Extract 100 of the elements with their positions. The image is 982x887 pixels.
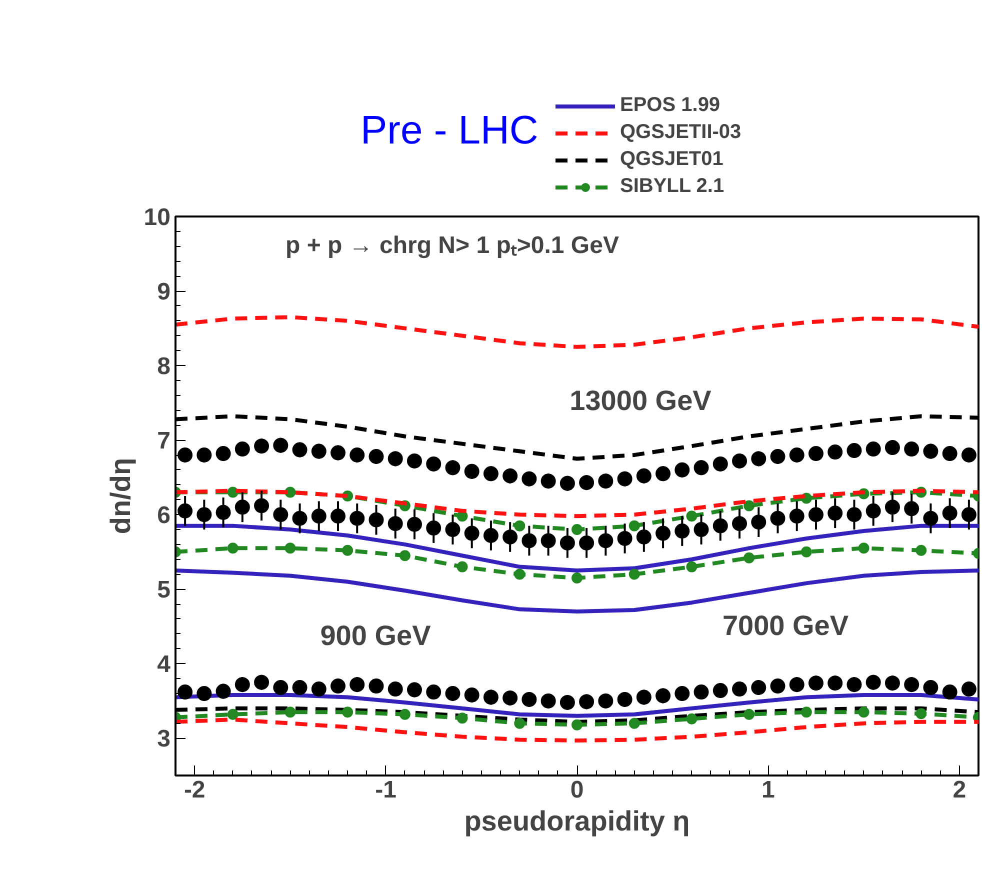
point bbox=[406, 682, 422, 698]
point bbox=[744, 708, 755, 720]
point bbox=[292, 680, 308, 696]
point bbox=[502, 468, 518, 484]
point bbox=[483, 466, 498, 482]
y-tick-label: 3 bbox=[157, 726, 171, 753]
point bbox=[598, 693, 614, 708]
point bbox=[858, 542, 870, 554]
point bbox=[464, 688, 480, 702]
y-axis-title: dn/dη bbox=[104, 458, 136, 534]
point bbox=[196, 686, 212, 701]
point bbox=[916, 544, 927, 556]
point bbox=[273, 438, 288, 453]
point bbox=[579, 535, 594, 550]
point bbox=[234, 500, 250, 515]
y-tick-label: 7 bbox=[157, 428, 171, 455]
point bbox=[560, 694, 575, 710]
point bbox=[884, 676, 900, 691]
point bbox=[350, 677, 365, 692]
point bbox=[961, 448, 976, 462]
point bbox=[572, 719, 582, 730]
point bbox=[196, 507, 212, 522]
point bbox=[628, 568, 640, 580]
point bbox=[445, 522, 460, 538]
point bbox=[540, 533, 556, 548]
point bbox=[904, 677, 920, 692]
point bbox=[178, 503, 193, 518]
point bbox=[292, 442, 308, 458]
line-series bbox=[176, 693, 978, 718]
point bbox=[445, 686, 460, 701]
chart-title: Pre - LHC bbox=[360, 108, 538, 152]
point bbox=[828, 676, 843, 691]
x-tick-label: -2 bbox=[184, 776, 206, 804]
point bbox=[942, 446, 958, 461]
point bbox=[686, 561, 698, 572]
point bbox=[502, 530, 518, 544]
point bbox=[445, 460, 460, 476]
point bbox=[617, 471, 632, 486]
point bbox=[483, 690, 498, 705]
point bbox=[464, 464, 480, 479]
point bbox=[961, 682, 976, 697]
point bbox=[923, 510, 938, 526]
point bbox=[514, 718, 526, 729]
point bbox=[254, 438, 270, 454]
point bbox=[579, 694, 594, 710]
x-axis-title: pseudorapidity η bbox=[464, 806, 690, 836]
point bbox=[712, 518, 728, 534]
point bbox=[406, 453, 422, 468]
point bbox=[598, 474, 614, 489]
point bbox=[426, 684, 442, 700]
point bbox=[674, 686, 690, 701]
point bbox=[808, 676, 824, 691]
point bbox=[456, 712, 468, 724]
point bbox=[751, 451, 766, 466]
point bbox=[732, 453, 748, 468]
point bbox=[502, 690, 518, 706]
point bbox=[636, 690, 652, 705]
point bbox=[744, 552, 755, 564]
point bbox=[942, 506, 958, 521]
point bbox=[330, 445, 346, 460]
point bbox=[961, 507, 976, 522]
point bbox=[350, 448, 365, 462]
point bbox=[858, 706, 870, 718]
point bbox=[227, 708, 238, 720]
legend-label: EPOS 1.99 bbox=[620, 94, 720, 117]
point bbox=[789, 508, 804, 524]
point bbox=[808, 446, 824, 461]
point bbox=[560, 476, 575, 491]
y-tick-label: 9 bbox=[157, 278, 171, 306]
point bbox=[923, 444, 938, 459]
point bbox=[388, 516, 403, 532]
point bbox=[712, 456, 728, 472]
point bbox=[368, 512, 384, 528]
point bbox=[712, 683, 728, 698]
point bbox=[254, 498, 270, 514]
point bbox=[732, 516, 748, 532]
point bbox=[227, 542, 238, 554]
point bbox=[388, 682, 403, 697]
point bbox=[522, 533, 537, 548]
text: p + p → chrg N> 1 pₜ>0.1 GeV bbox=[286, 232, 619, 259]
x-tick-label: 0 bbox=[570, 776, 584, 804]
point bbox=[522, 692, 537, 707]
point bbox=[942, 684, 958, 700]
point bbox=[522, 471, 537, 486]
point bbox=[674, 524, 690, 539]
point bbox=[572, 572, 582, 584]
point bbox=[744, 500, 755, 512]
point bbox=[904, 501, 920, 516]
point bbox=[770, 510, 786, 526]
point bbox=[846, 507, 862, 522]
point bbox=[540, 474, 556, 489]
point bbox=[598, 533, 614, 548]
annotation: 7000 GeV bbox=[722, 610, 849, 641]
point bbox=[514, 520, 526, 532]
point bbox=[800, 706, 812, 718]
point bbox=[884, 500, 900, 515]
point bbox=[456, 561, 468, 572]
point bbox=[234, 442, 250, 457]
point bbox=[406, 516, 422, 532]
point bbox=[846, 443, 862, 458]
